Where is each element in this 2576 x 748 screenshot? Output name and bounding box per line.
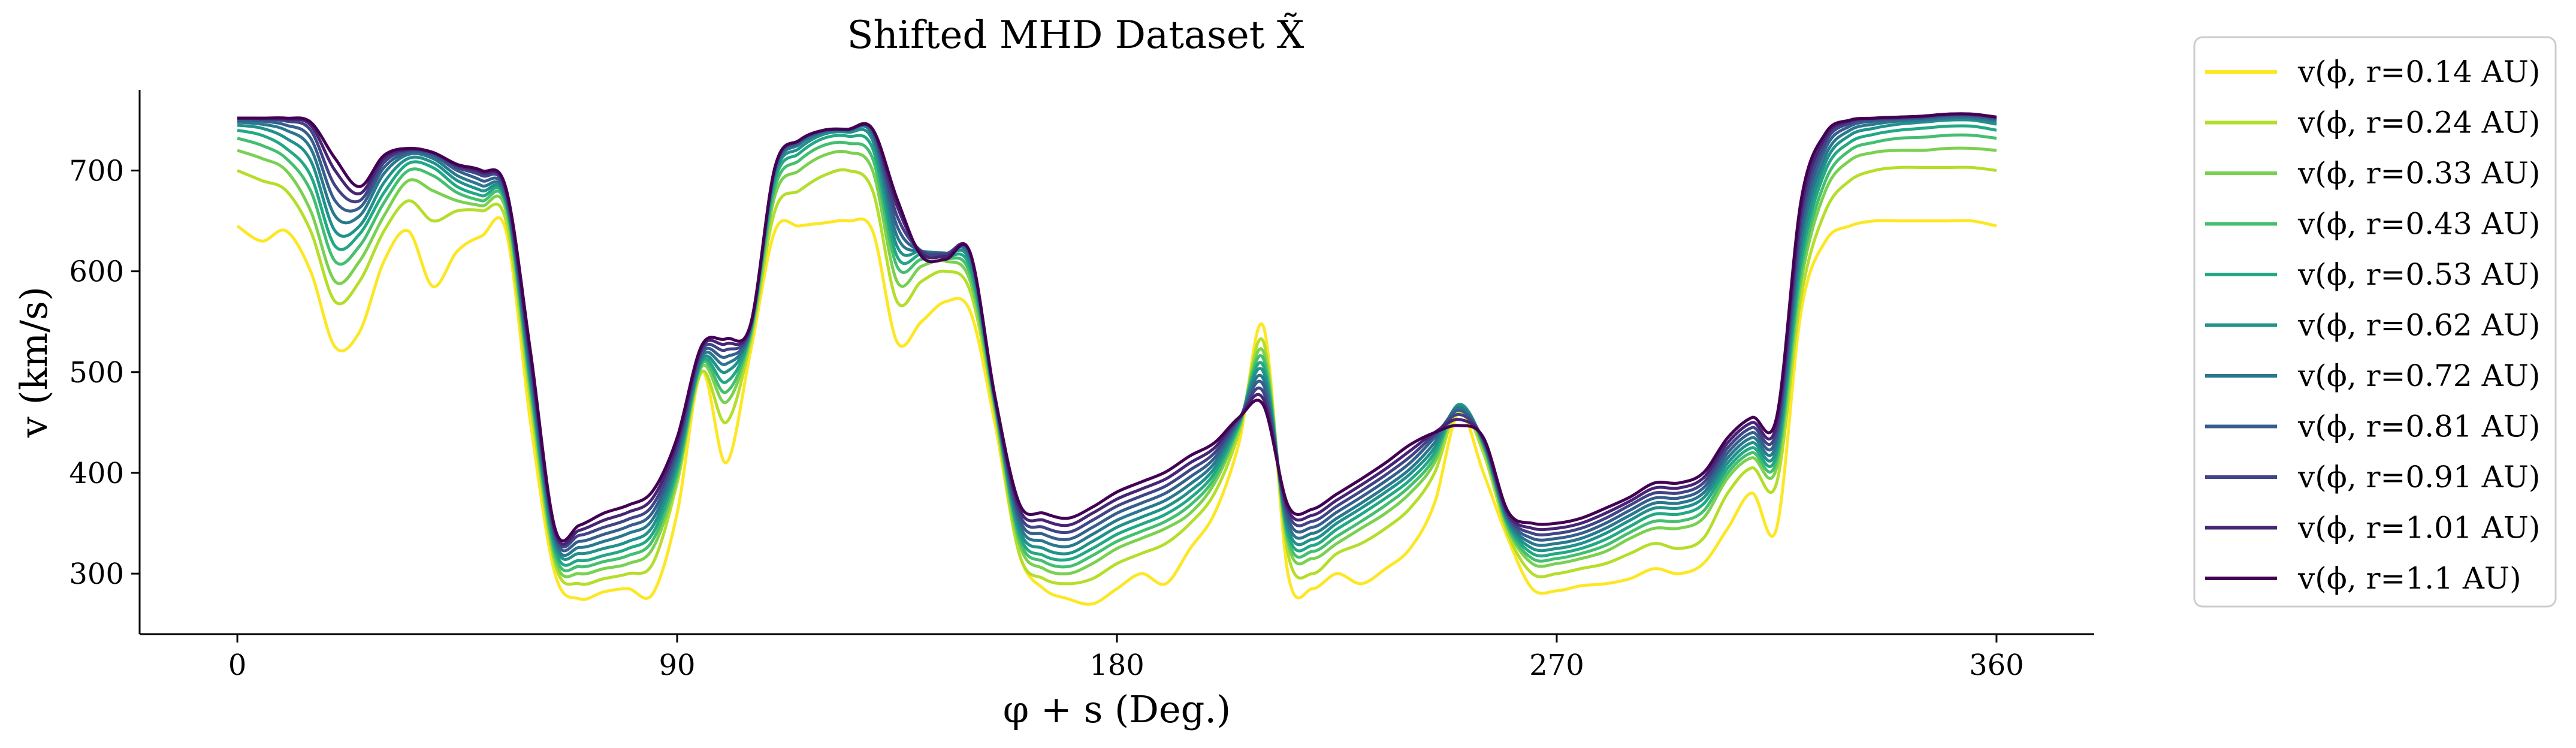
y-tick-label: 600 — [69, 255, 124, 289]
x-axis-label: φ + s (Deg.) — [1003, 687, 1231, 731]
series-lines — [236, 112, 1997, 606]
x-tick-label: 270 — [1529, 649, 1584, 682]
y-tick-label: 700 — [69, 155, 124, 188]
legend-label-3: v(ϕ, r=0.43 AU) — [2297, 207, 2540, 242]
axis-ticks: 0 90 180 270 360 300 400 500 600 700 — [69, 155, 2024, 682]
legend-label-10: v(ϕ, r=1.1 AU) — [2297, 561, 2521, 596]
legend-label-7: v(ϕ, r=0.81 AU) — [2297, 409, 2540, 444]
x-tick-label: 90 — [659, 649, 696, 682]
legend-items: v(ϕ, r=0.14 AU) v(ϕ, r=0.24 AU) v(ϕ, r=0.3… — [2205, 55, 2540, 596]
chart-title: Shifted MHD Dataset X̃ — [847, 13, 1304, 58]
legend-label-8: v(ϕ, r=0.91 AU) — [2297, 460, 2540, 494]
legend-label-2: v(ϕ, r=0.33 AU) — [2297, 156, 2540, 191]
series-line-10 — [237, 112, 1997, 542]
legend-frame — [2193, 36, 2557, 608]
y-tick-label: 500 — [69, 356, 124, 390]
x-tick-label: 180 — [1089, 649, 1144, 682]
legend-label-5: v(ϕ, r=0.62 AU) — [2297, 308, 2540, 343]
legend-label-0: v(ϕ, r=0.14 AU) — [2297, 55, 2540, 89]
x-tick-label: 0 — [228, 649, 247, 682]
series-line-0 — [236, 216, 1997, 606]
legend-label-1: v(ϕ, r=0.24 AU) — [2297, 105, 2540, 140]
plot-area: 0 90 180 270 360 300 400 500 600 700 — [69, 90, 2094, 682]
legend-label-6: v(ϕ, r=0.72 AU) — [2297, 358, 2540, 393]
legend: v(ϕ, r=0.14 AU) v(ϕ, r=0.24 AU) v(ϕ, r=0.3… — [2193, 36, 2557, 608]
x-tick-label: 360 — [1969, 649, 2024, 682]
y-tick-label: 300 — [69, 557, 124, 591]
legend-label-9: v(ϕ, r=1.01 AU) — [2297, 511, 2540, 545]
y-axis-label: v (km/s) — [12, 286, 56, 438]
legend-label-4: v(ϕ, r=0.53 AU) — [2297, 257, 2540, 292]
y-tick-label: 400 — [69, 457, 124, 490]
